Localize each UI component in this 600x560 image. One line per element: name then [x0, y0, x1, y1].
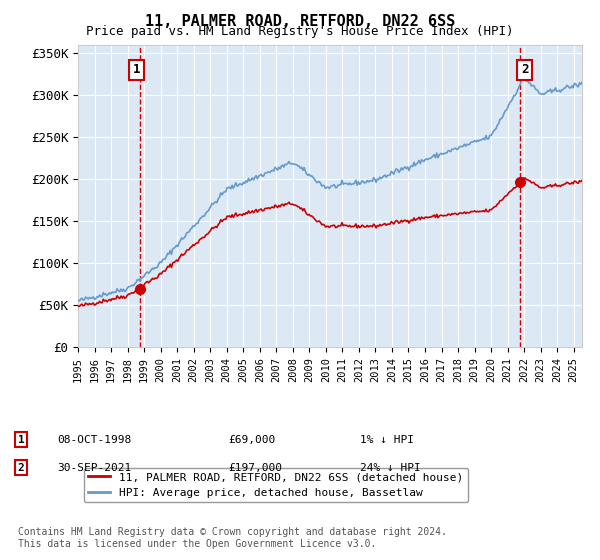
Text: 11, PALMER ROAD, RETFORD, DN22 6SS: 11, PALMER ROAD, RETFORD, DN22 6SS — [145, 14, 455, 29]
Text: £69,000: £69,000 — [228, 435, 275, 445]
Text: £197,000: £197,000 — [228, 463, 282, 473]
Text: 08-OCT-1998: 08-OCT-1998 — [57, 435, 131, 445]
Text: 1% ↓ HPI: 1% ↓ HPI — [360, 435, 414, 445]
Text: 1: 1 — [133, 63, 141, 77]
Text: 24% ↓ HPI: 24% ↓ HPI — [360, 463, 421, 473]
Legend: 11, PALMER ROAD, RETFORD, DN22 6SS (detached house), HPI: Average price, detache: 11, PALMER ROAD, RETFORD, DN22 6SS (deta… — [83, 468, 468, 502]
Text: 30-SEP-2021: 30-SEP-2021 — [57, 463, 131, 473]
Text: Price paid vs. HM Land Registry's House Price Index (HPI): Price paid vs. HM Land Registry's House … — [86, 25, 514, 38]
Text: 2: 2 — [17, 463, 25, 473]
Text: 2: 2 — [521, 63, 529, 77]
Text: 1: 1 — [17, 435, 25, 445]
Text: Contains HM Land Registry data © Crown copyright and database right 2024.
This d: Contains HM Land Registry data © Crown c… — [18, 527, 447, 549]
